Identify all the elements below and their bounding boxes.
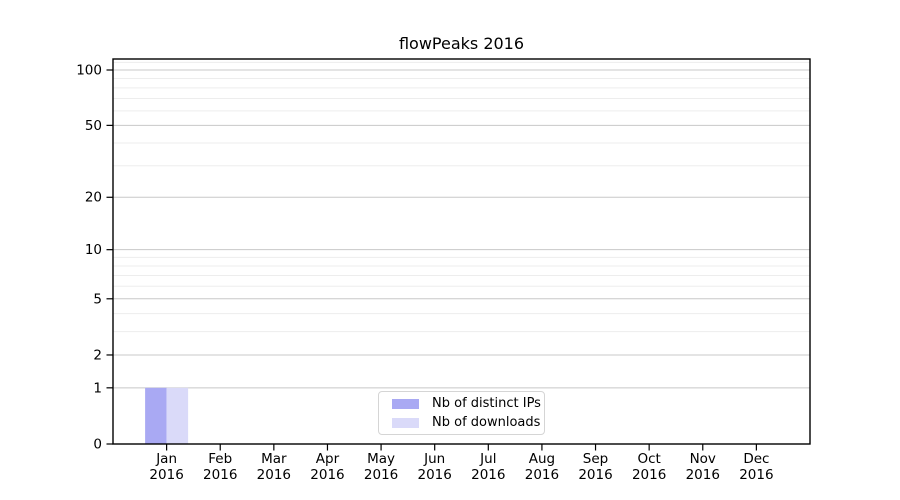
x-tick-label: Jun 2016 bbox=[418, 451, 452, 483]
legend-label-distinct-ips: Nb of distinct IPs bbox=[432, 396, 541, 411]
plot-spines bbox=[112, 58, 811, 445]
x-tick-label: Aug 2016 bbox=[525, 451, 559, 483]
legend-item-distinct-ips: Nb of distinct IPs bbox=[387, 395, 541, 412]
x-tick-label: Nov 2016 bbox=[686, 451, 720, 483]
y-tick-label: 5 bbox=[93, 291, 102, 307]
y-tick-label: 1 bbox=[93, 380, 102, 396]
y-tick-label: 0 bbox=[93, 436, 102, 452]
y-tick-label: 50 bbox=[85, 118, 102, 134]
x-tick-label: Jul 2016 bbox=[471, 451, 505, 483]
legend-swatch-distinct-ips-icon bbox=[392, 398, 419, 409]
x-tick-label: Dec 2016 bbox=[739, 451, 773, 483]
x-tick-label: Feb 2016 bbox=[203, 451, 237, 483]
x-tick-label: May 2016 bbox=[364, 451, 398, 483]
y-tick-label: 100 bbox=[76, 62, 102, 78]
legend: Nb of distinct IPs Nb of downloads bbox=[378, 391, 545, 435]
chart-title: flowPeaks 2016 bbox=[398, 34, 525, 53]
legend-label-downloads: Nb of downloads bbox=[432, 415, 541, 430]
y-tick-label: 20 bbox=[85, 190, 102, 206]
y-tick-label: 2 bbox=[93, 347, 102, 363]
x-tick-label: Apr 2016 bbox=[310, 451, 344, 483]
legend-swatch-downloads-icon bbox=[392, 417, 419, 428]
bar-jan-series0 bbox=[145, 387, 167, 444]
x-tick-label: Sep 2016 bbox=[578, 451, 612, 483]
x-tick-label: Oct 2016 bbox=[632, 451, 666, 483]
x-tick-label: Mar 2016 bbox=[257, 451, 291, 483]
x-tick-label: Jan 2016 bbox=[149, 451, 183, 483]
bar-jan-series1 bbox=[166, 387, 189, 444]
legend-item-downloads: Nb of downloads bbox=[387, 414, 540, 431]
y-tick-label: 10 bbox=[85, 242, 102, 258]
